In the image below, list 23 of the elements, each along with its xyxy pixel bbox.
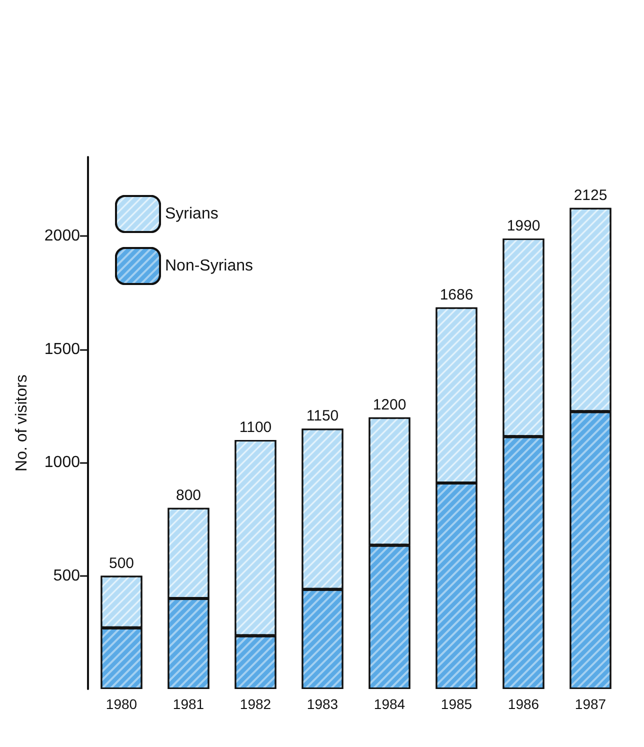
y-tick-label: 2000 — [44, 228, 80, 245]
y-axis-title: No. of visitors — [14, 374, 30, 472]
y-tick-label: 1000 — [44, 454, 80, 472]
x-tick-label: 1981 — [172, 696, 204, 712]
x-tick-label: 1983 — [306, 696, 338, 712]
legend-label: Non-Syrians — [165, 258, 254, 274]
y-tick-label: 1500 — [44, 340, 80, 358]
total-label: 500 — [108, 554, 134, 572]
total-label: 1686 — [440, 286, 474, 304]
x-tick-label: 1984 — [374, 696, 406, 712]
x-tick-label: 1987 — [574, 696, 606, 712]
total-label: 1200 — [372, 396, 406, 414]
total-label: 1150 — [306, 408, 339, 425]
x-tick-label: 1980 — [106, 696, 138, 712]
x-tick-label: 1982 — [240, 696, 272, 712]
y-tick-label: 500 — [53, 567, 80, 584]
total-label: 1100 — [239, 418, 272, 436]
total-label: 800 — [176, 486, 202, 504]
x-tick-label: 1986 — [508, 696, 540, 712]
x-tick-label: 1985 — [440, 696, 472, 712]
total-label: 2125 — [574, 186, 608, 204]
total-label: 1990 — [506, 218, 540, 234]
legend-label: Syrians — [165, 206, 218, 222]
